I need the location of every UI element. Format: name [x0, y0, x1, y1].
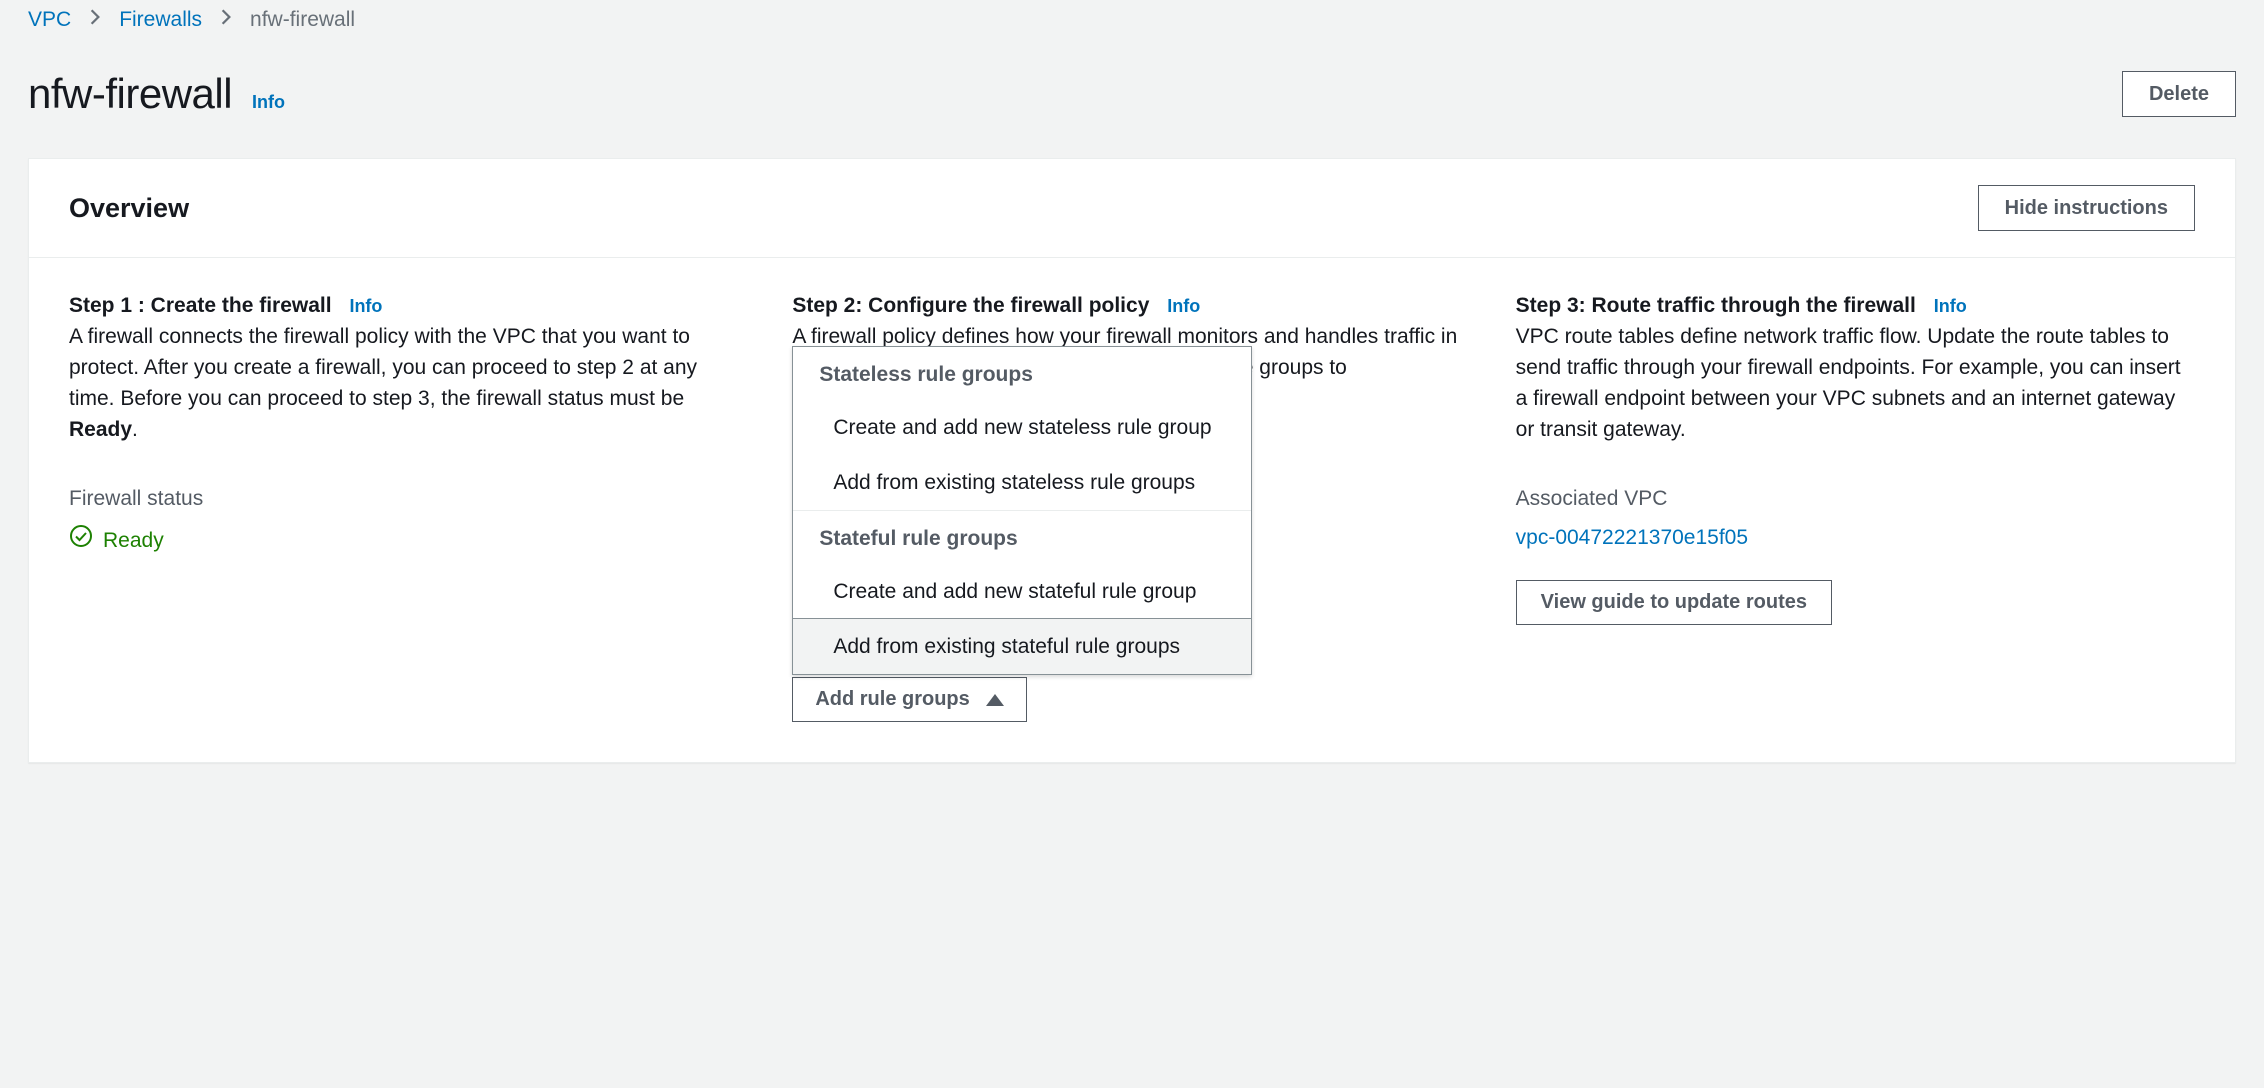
info-link-step1[interactable]: Info: [349, 296, 382, 316]
delete-button[interactable]: Delete: [2122, 71, 2236, 117]
rule-groups-dropdown: Stateless rule groups Create and add new…: [792, 346, 1252, 675]
dropdown-item-add-existing-stateless[interactable]: Add from existing stateless rule groups: [793, 455, 1251, 510]
page-title: nfw-firewall: [28, 70, 232, 118]
firewall-status-label: Firewall status: [69, 483, 748, 514]
add-rule-groups-label: Add rule groups: [815, 688, 969, 711]
dropdown-item-create-stateless[interactable]: Create and add new stateless rule group: [793, 400, 1251, 455]
dropdown-header-stateful: Stateful rule groups: [793, 510, 1251, 564]
add-rule-groups-button[interactable]: Add rule groups: [792, 677, 1026, 722]
step1-desc-text: A firewall connects the firewall policy …: [69, 325, 697, 410]
step-3: Step 3: Route traffic through the firewa…: [1516, 290, 2195, 625]
chevron-right-icon: [89, 8, 101, 32]
step2-title: Step 2: Configure the firewall policy: [792, 294, 1149, 317]
info-link-step3[interactable]: Info: [1934, 296, 1967, 316]
breadcrumb-link-firewalls[interactable]: Firewalls: [119, 8, 202, 32]
chevron-right-icon: [220, 8, 232, 32]
step3-description: VPC route tables define network traffic …: [1516, 321, 2195, 445]
dropdown-header-stateless: Stateless rule groups: [793, 347, 1251, 400]
panel-header: Overview Hide instructions: [29, 159, 2235, 258]
step1-title: Step 1 : Create the firewall: [69, 294, 332, 317]
breadcrumb: VPC Firewalls nfw-firewall: [28, 2, 2236, 42]
dropdown-item-add-existing-stateful[interactable]: Add from existing stateful rule groups: [792, 618, 1252, 675]
dropdown-item-create-stateful[interactable]: Create and add new stateful rule group: [793, 564, 1251, 619]
step-1: Step 1 : Create the firewall Info A fire…: [69, 290, 748, 558]
step-2: Step 2: Configure the firewall policy In…: [792, 290, 1471, 722]
associated-vpc-label: Associated VPC: [1516, 483, 2195, 514]
view-guide-button[interactable]: View guide to update routes: [1516, 580, 1832, 625]
step3-title: Step 3: Route traffic through the firewa…: [1516, 294, 1916, 317]
overview-panel: Overview Hide instructions Step 1 : Crea…: [28, 158, 2236, 763]
step1-desc-after: .: [132, 418, 138, 441]
caret-up-icon: [986, 694, 1004, 706]
associated-vpc-link[interactable]: vpc-00472221370e15f05: [1516, 522, 2195, 553]
breadcrumb-current: nfw-firewall: [250, 8, 355, 32]
firewall-status-value: Ready: [69, 524, 748, 557]
info-link-step2[interactable]: Info: [1167, 296, 1200, 316]
step1-description: A firewall connects the firewall policy …: [69, 321, 748, 445]
hide-instructions-button[interactable]: Hide instructions: [1978, 185, 2195, 231]
check-circle-icon: [69, 524, 93, 557]
step1-desc-bold: Ready: [69, 418, 132, 441]
heading-row: nfw-firewall Info Delete: [28, 70, 2236, 118]
breadcrumb-link-vpc[interactable]: VPC: [28, 8, 71, 32]
panel-title: Overview: [69, 193, 189, 224]
info-link-heading[interactable]: Info: [252, 92, 285, 113]
status-text: Ready: [103, 525, 164, 556]
